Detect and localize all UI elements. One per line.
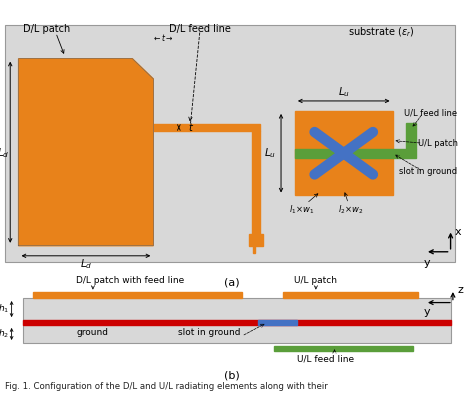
Text: y: y: [424, 307, 431, 317]
Text: slot in ground: slot in ground: [400, 167, 457, 176]
Bar: [23, 320, 451, 325]
Text: $L_u$: $L_u$: [264, 146, 276, 160]
Text: $L_d$: $L_d$: [0, 146, 9, 160]
Text: U/L feed line: U/L feed line: [404, 108, 457, 117]
Text: $h_2$: $h_2$: [0, 328, 9, 340]
Text: Fig. 1. Configuration of the D/L and U/L radiating elements along with their: Fig. 1. Configuration of the D/L and U/L…: [5, 382, 328, 391]
Text: ground: ground: [77, 328, 109, 337]
Bar: [406, 123, 416, 149]
Bar: [392, 149, 416, 158]
Text: z: z: [457, 285, 464, 295]
Bar: [249, 234, 263, 246]
Bar: [274, 346, 413, 351]
Text: $h_1$: $h_1$: [0, 303, 9, 315]
Text: U/L patch: U/L patch: [294, 276, 337, 285]
Text: D/L feed line: D/L feed line: [169, 24, 231, 34]
Text: $l_2$$\times$$w_2$: $l_2$$\times$$w_2$: [338, 203, 364, 216]
Bar: [33, 293, 242, 298]
Text: $l_1$$\times$$w_1$: $l_1$$\times$$w_1$: [289, 203, 315, 216]
Text: y: y: [424, 258, 431, 268]
Bar: [295, 149, 392, 158]
Text: substrate ($\varepsilon_r$): substrate ($\varepsilon_r$): [348, 26, 414, 39]
Bar: [252, 131, 260, 236]
Bar: [253, 244, 255, 253]
Text: x: x: [454, 227, 461, 237]
Text: D/L patch: D/L patch: [23, 24, 70, 34]
Text: slot in ground: slot in ground: [178, 328, 240, 337]
Bar: [23, 298, 451, 343]
Text: $\leftarrow$$t$$\rightarrow$: $\leftarrow$$t$$\rightarrow$: [152, 32, 173, 43]
Text: $t$: $t$: [188, 122, 194, 134]
Bar: [295, 111, 392, 195]
Text: $L_u$: $L_u$: [337, 85, 350, 99]
Bar: [283, 293, 418, 298]
Text: D/L patch with feed line: D/L patch with feed line: [76, 276, 184, 285]
Bar: [258, 320, 297, 325]
Polygon shape: [18, 59, 153, 246]
Text: U/L patch: U/L patch: [418, 139, 457, 148]
Text: U/L feed line: U/L feed line: [297, 354, 354, 363]
Text: $L_d$: $L_d$: [80, 257, 92, 271]
Text: (a): (a): [225, 278, 240, 288]
Bar: [153, 124, 260, 131]
Text: (b): (b): [224, 371, 240, 381]
